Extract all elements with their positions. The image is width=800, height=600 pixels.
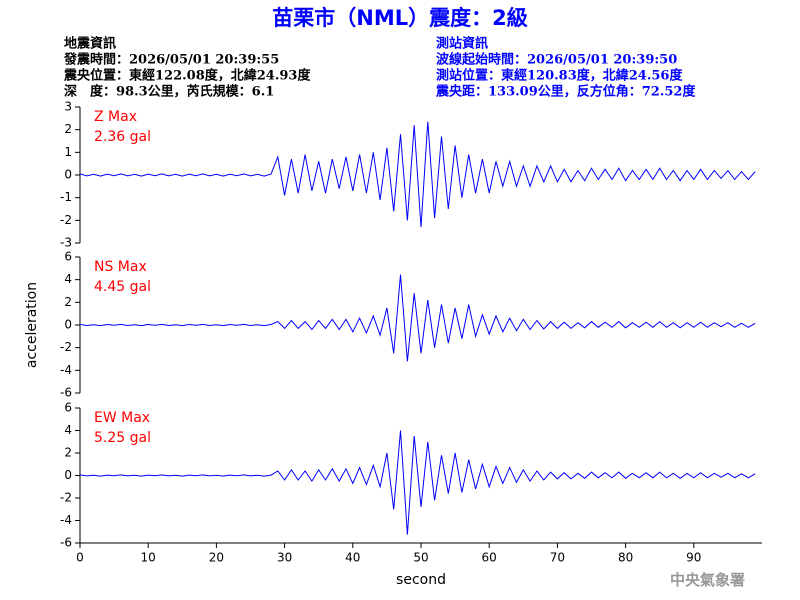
panel-title: EW Max — [94, 410, 150, 426]
y-tick-label: -6 — [60, 536, 72, 550]
x-tick-label: 10 — [141, 551, 156, 565]
waveform — [79, 121, 756, 228]
y-tick-label: 3 — [64, 100, 72, 114]
waveform — [79, 274, 756, 362]
x-tick-label: 0 — [76, 551, 84, 565]
x-tick-label: 20 — [209, 551, 224, 565]
y-tick-label: 0 — [64, 168, 72, 182]
info-left: 震央位置：東經122.08度，北緯24.93度 — [63, 68, 311, 84]
info-left: 地震資訊 — [64, 36, 116, 52]
y-tick-label: 4 — [64, 272, 72, 286]
info-right: 震央距：133.09公里，反方位角：72.52度 — [435, 84, 696, 100]
panel-annotation: 5.25 gal — [94, 430, 151, 446]
y-tick-label: 4 — [64, 423, 72, 437]
y-tick-label: 2 — [64, 122, 72, 136]
y-tick-label: -1 — [60, 190, 72, 204]
panel-title: NS Max — [94, 259, 147, 275]
panel-title: Z Max — [94, 109, 137, 125]
y-tick-label: -2 — [60, 340, 72, 354]
x-tick-label: 60 — [482, 551, 497, 565]
info-right: 測站資訊 — [436, 36, 488, 52]
x-tick-label: 80 — [618, 551, 633, 565]
waveform — [79, 430, 756, 535]
x-axis-label: second — [396, 572, 446, 588]
info-left: 深 度：98.3公里，芮氏規模：6.1 — [64, 84, 274, 100]
footer: 中央氣象署 — [670, 571, 745, 589]
y-tick-label: -3 — [60, 236, 72, 250]
y-tick-label: 6 — [64, 401, 72, 415]
page-title: 苗栗市（NML）震度：2級 — [272, 6, 527, 30]
y-tick-label: -2 — [60, 491, 72, 505]
info-right: 波線起始時間：2026/05/01 20:39:50 — [436, 52, 677, 68]
y-tick-label: -4 — [60, 363, 72, 377]
info-right: 測站位置：東經120.83度，北緯24.56度 — [436, 68, 683, 84]
info-left: 發震時間：2026/05/01 20:39:55 — [63, 52, 279, 68]
panel-annotation: 2.36 gal — [94, 129, 151, 145]
y-tick-label: -6 — [60, 386, 72, 400]
y-tick-label: -2 — [60, 213, 72, 227]
y-tick-label: 2 — [64, 446, 72, 460]
y-tick-label: 1 — [64, 145, 72, 159]
y-tick-label: -4 — [60, 513, 72, 527]
x-tick-label: 70 — [550, 551, 565, 565]
y-tick-label: 6 — [64, 250, 72, 264]
x-tick-label: 90 — [686, 551, 701, 565]
x-tick-label: 40 — [345, 551, 360, 565]
panel-annotation: 4.45 gal — [94, 279, 151, 295]
y-tick-label: 0 — [64, 318, 72, 332]
y-tick-label: 2 — [64, 295, 72, 309]
y-axis-label: acceleration — [24, 282, 40, 368]
x-tick-label: 30 — [277, 551, 292, 565]
x-tick-label: 50 — [413, 551, 428, 565]
y-tick-label: 0 — [64, 468, 72, 482]
